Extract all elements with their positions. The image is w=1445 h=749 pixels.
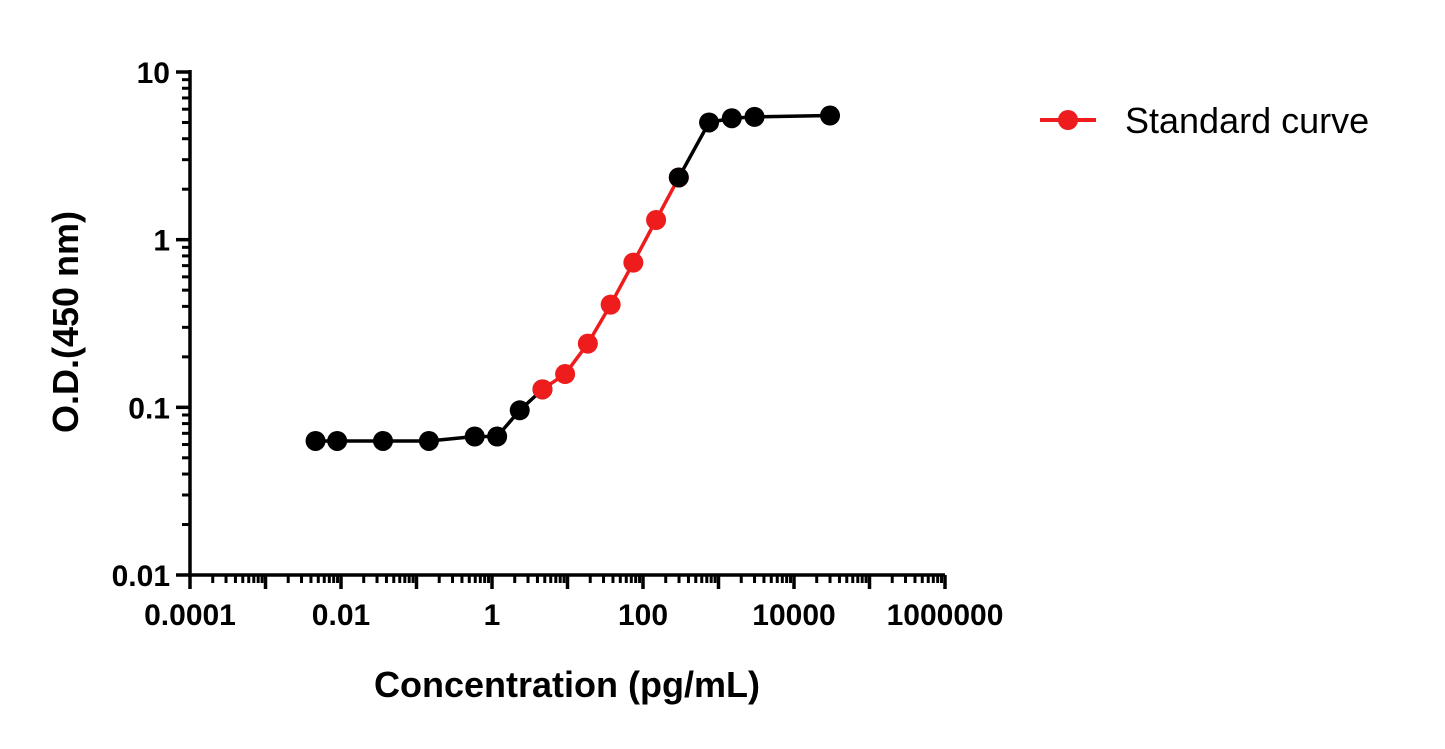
standard-curve-point <box>600 294 621 315</box>
data-point <box>305 430 326 451</box>
x-axis-title: Concentration (pg/mL) <box>374 664 760 705</box>
axes-layer: 0.01 0.1 1 10 0.0001 0.01 1 100 10000 1000000 <box>112 57 1004 632</box>
x-tick-label: 10000 <box>752 599 835 632</box>
x-tick-label: 0.0001 <box>144 599 236 632</box>
x-tick-label: 1 <box>484 599 501 632</box>
legend: Standard curve <box>1040 100 1369 141</box>
standard-curve-point <box>532 379 553 400</box>
data-point <box>509 400 530 421</box>
data-point <box>699 112 720 133</box>
data-point <box>373 430 394 451</box>
standard-curve-point <box>555 364 576 385</box>
data-point <box>744 106 765 127</box>
data-point <box>487 426 508 447</box>
data-point <box>820 105 841 126</box>
series-line-1 <box>541 176 681 391</box>
data-point <box>327 430 348 451</box>
standard-curve-point <box>646 210 667 231</box>
data-point <box>418 430 439 451</box>
y-axis-title: O.D.(450 nm) <box>45 211 86 433</box>
y-tick-label: 10 <box>137 57 170 90</box>
legend-marker <box>1058 110 1078 130</box>
series-layer <box>305 105 841 451</box>
legend-label: Standard curve <box>1125 100 1369 141</box>
data-point <box>668 167 689 188</box>
y-tick-label: 1 <box>153 225 170 258</box>
y-tick-label: 0.1 <box>128 392 170 425</box>
y-tick-label: 0.01 <box>112 560 170 593</box>
standard-curve-point <box>577 333 598 354</box>
x-tick-label: 0.01 <box>312 599 370 632</box>
x-tick-label: 100 <box>618 599 668 632</box>
data-point <box>464 426 485 447</box>
x-tick-label: 1000000 <box>887 599 1004 632</box>
data-point <box>721 108 742 129</box>
standard-curve-point <box>623 252 644 273</box>
